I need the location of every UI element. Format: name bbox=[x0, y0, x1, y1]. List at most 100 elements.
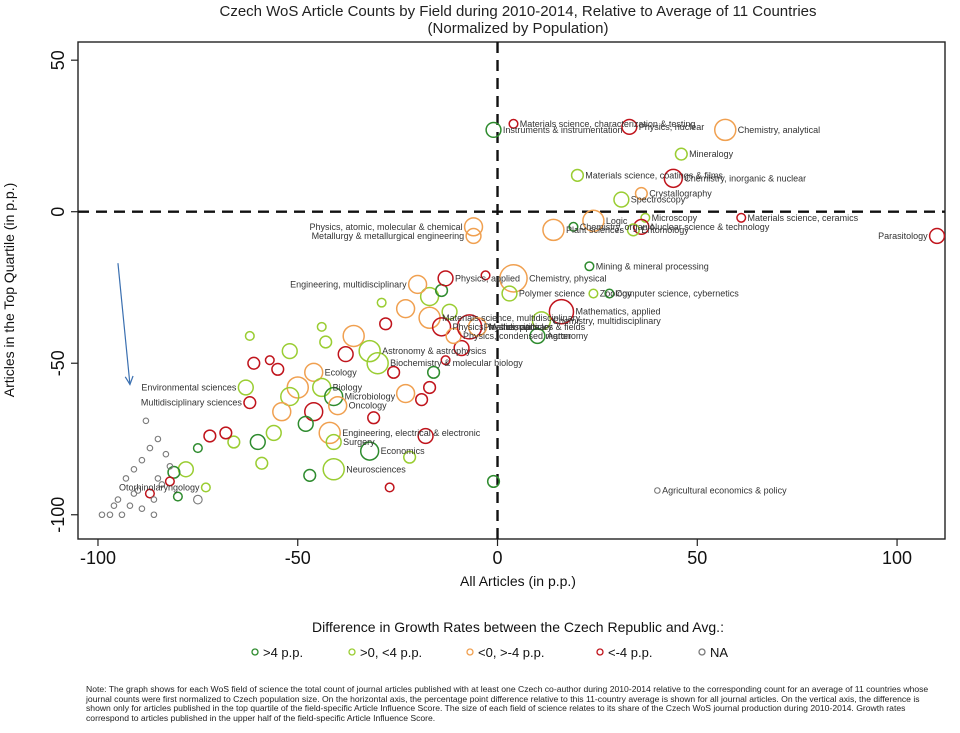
point-label: Materials science, multidisciplinary bbox=[442, 313, 581, 323]
point-label: Spectroscopy bbox=[631, 195, 686, 205]
data-point bbox=[162, 450, 170, 458]
point-label: Crystallography bbox=[649, 189, 712, 199]
data-point bbox=[316, 321, 327, 332]
data-point bbox=[114, 496, 122, 503]
data-point bbox=[376, 297, 387, 308]
data-point bbox=[150, 511, 158, 519]
data-point bbox=[654, 487, 661, 494]
point-label: Zoology bbox=[600, 289, 633, 299]
point-label: Engineering, electrical & electronic bbox=[342, 428, 481, 438]
point-label: Nuclear science & technology bbox=[651, 222, 770, 232]
data-point bbox=[568, 221, 579, 232]
data-point bbox=[395, 298, 416, 319]
data-point bbox=[146, 444, 154, 452]
point-label: Logic bbox=[606, 216, 628, 226]
point-label: Environmental sciences bbox=[141, 382, 237, 392]
point-label: Physics, condensed matter bbox=[463, 331, 571, 341]
data-point bbox=[203, 429, 217, 443]
scatter-chart: Czech WoS Article Counts by Field during… bbox=[1, 3, 946, 660]
annotation-arrow bbox=[117, 263, 134, 386]
point-label: Oncology bbox=[349, 401, 388, 411]
data-point bbox=[419, 286, 440, 307]
data-point bbox=[613, 191, 630, 208]
data-point bbox=[322, 458, 345, 481]
data-point bbox=[138, 456, 146, 464]
point-label: Materials science, characterization & te… bbox=[520, 119, 696, 129]
point-label: Biology bbox=[333, 382, 363, 392]
data-point bbox=[663, 168, 684, 189]
data-point bbox=[303, 468, 317, 482]
point-label: Astronomy & astrophysics bbox=[382, 346, 487, 356]
data-point bbox=[304, 402, 324, 422]
point-label: Instruments & instrumentation bbox=[503, 125, 623, 135]
data-point bbox=[200, 482, 211, 493]
point-label: Agricultural economics & policy bbox=[662, 486, 787, 496]
chart-title: Czech WoS Article Counts by Field during… bbox=[219, 3, 816, 20]
x-tick-label: 100 bbox=[882, 548, 912, 568]
data-point bbox=[342, 324, 365, 348]
data-point bbox=[142, 417, 150, 425]
legend-label: <-4 p.p. bbox=[608, 645, 652, 660]
point-label: Microscopy bbox=[652, 213, 698, 223]
data-point bbox=[626, 223, 640, 237]
data-point bbox=[144, 488, 155, 499]
data-point bbox=[467, 317, 488, 337]
data-point bbox=[126, 502, 134, 509]
point-label: Computer science, cybernetics bbox=[616, 289, 740, 299]
legend-label: <0, >-4 p.p. bbox=[478, 645, 545, 660]
data-point bbox=[621, 118, 638, 136]
data-point bbox=[367, 411, 381, 425]
data-point bbox=[312, 377, 332, 398]
x-axis-ticks: -100 -50 0 50 100 bbox=[80, 539, 912, 568]
point-label: Microbiology bbox=[345, 392, 396, 402]
data-point bbox=[272, 402, 292, 422]
data-point bbox=[422, 380, 437, 395]
data-point bbox=[130, 490, 138, 497]
data-point bbox=[358, 339, 381, 363]
data-point bbox=[453, 339, 470, 357]
data-point bbox=[325, 433, 342, 451]
data-point bbox=[328, 395, 348, 416]
data-point bbox=[714, 118, 737, 142]
data-point bbox=[98, 511, 106, 519]
point-label: Entomology bbox=[641, 225, 689, 235]
data-point bbox=[167, 465, 181, 479]
data-point bbox=[249, 433, 266, 451]
data-point bbox=[634, 186, 648, 201]
legend-marker bbox=[466, 648, 474, 656]
point-label: Mathematics bbox=[488, 322, 540, 332]
data-point bbox=[508, 118, 519, 129]
data-point bbox=[318, 421, 341, 445]
data-point bbox=[150, 496, 158, 503]
data-point bbox=[247, 356, 261, 370]
data-point bbox=[118, 511, 126, 519]
point-label: Metallurgy & metallurgical engineering bbox=[312, 231, 465, 241]
data-point bbox=[584, 261, 595, 272]
data-point bbox=[130, 465, 138, 473]
data-point bbox=[243, 396, 257, 410]
y-axis-label: Articles in the Top Quartile (in p.p.) bbox=[1, 183, 17, 398]
data-point bbox=[193, 494, 203, 505]
data-point bbox=[110, 502, 118, 509]
data-point bbox=[304, 362, 324, 383]
data-points bbox=[98, 118, 946, 519]
data-point bbox=[366, 351, 389, 375]
data-point bbox=[319, 335, 333, 349]
point-label: Materials science, coatings & films bbox=[585, 170, 723, 180]
data-point bbox=[485, 121, 502, 139]
point-label: Chemistry, physical bbox=[529, 273, 606, 283]
data-point bbox=[324, 386, 344, 407]
data-point bbox=[415, 392, 429, 407]
footnote: Note: The graph shows for each WoS field… bbox=[86, 684, 929, 723]
data-point bbox=[177, 461, 195, 478]
data-point bbox=[166, 462, 174, 470]
data-point bbox=[271, 362, 285, 376]
data-point bbox=[499, 264, 528, 293]
legend: >4 p.p. >0, <4 p.p. <0, >-4 p.p. <-4 p.p. NA bbox=[251, 645, 728, 660]
chart-subtitle: (Normalized by Population) bbox=[428, 20, 609, 37]
point-label: Chemistry, analytical bbox=[738, 125, 820, 135]
data-point bbox=[237, 379, 254, 396]
data-point bbox=[154, 475, 162, 482]
data-point bbox=[106, 511, 114, 519]
x-tick-label: -50 bbox=[285, 548, 311, 568]
